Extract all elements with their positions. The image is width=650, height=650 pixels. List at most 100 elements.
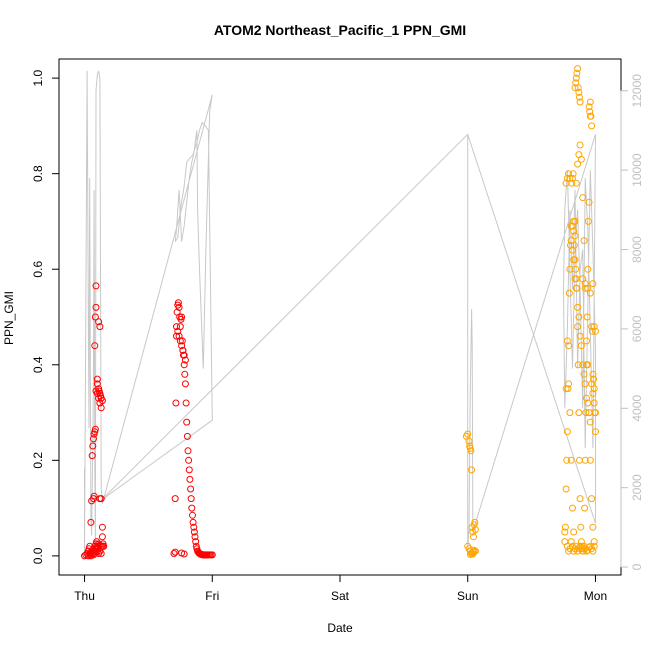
data-point-series-2 — [583, 337, 590, 345]
data-point-series-1 — [173, 332, 180, 340]
data-point-series-2 — [571, 275, 579, 283]
data-point-series-2 — [574, 65, 582, 73]
data-point-series-2 — [575, 409, 583, 417]
data-point-series-2 — [583, 313, 591, 321]
data-point-series-2 — [576, 93, 583, 101]
data-point-series-2 — [588, 380, 596, 388]
data-point-series-1 — [87, 518, 95, 526]
data-point-series-2 — [588, 495, 596, 503]
data-point-series-1 — [171, 548, 179, 556]
data-point-series-1 — [93, 380, 101, 388]
data-point-series-1 — [174, 327, 182, 335]
y-tick-label: 0.6 — [31, 261, 45, 278]
data-point-series-2 — [586, 289, 594, 297]
data-point-series-1 — [187, 485, 195, 493]
data-point-series-1 — [98, 397, 106, 405]
data-point-series-2 — [565, 342, 573, 350]
data-point-series-2 — [584, 361, 592, 369]
data-point-series-1 — [182, 399, 190, 407]
y-axis-label: PPN_GMI — [2, 291, 16, 345]
data-point-series-2 — [574, 303, 582, 311]
data-point-series-1 — [95, 394, 103, 402]
data-point-series-2 — [567, 538, 575, 546]
data-point-series-2 — [470, 548, 478, 556]
data-point-series-2 — [590, 323, 598, 331]
data-point-series-2 — [569, 246, 576, 254]
data-point-series-1 — [187, 495, 195, 503]
x-tick-label: Thu — [74, 589, 95, 603]
data-point-series-2 — [590, 542, 598, 550]
data-point-series-1 — [98, 523, 106, 531]
data-point-series-1 — [180, 550, 188, 558]
data-point-series-2 — [471, 526, 479, 534]
data-point-series-2 — [470, 533, 477, 541]
y-tick-label: 0.4 — [31, 356, 45, 373]
data-point-series-2 — [589, 389, 597, 397]
data-point-series-1 — [185, 456, 193, 464]
data-point-series-2 — [569, 174, 576, 182]
data-point-series-1 — [185, 466, 193, 474]
data-point-series-2 — [589, 523, 597, 531]
data-point-series-1 — [178, 313, 186, 321]
data-point-series-1 — [86, 551, 94, 558]
data-point-series-2 — [572, 265, 580, 273]
data-point-series-1 — [96, 323, 104, 331]
data-point-series-2 — [565, 380, 573, 388]
data-point-series-2 — [563, 428, 571, 436]
data-point-series-2 — [592, 327, 599, 335]
data-point-series-2 — [588, 323, 596, 331]
data-point-series-1 — [181, 370, 189, 378]
data-point-series-1 — [180, 361, 188, 369]
data-point-series-2 — [575, 88, 583, 96]
data-point-series-2 — [585, 198, 593, 206]
y2-tick-label: 4000 — [630, 395, 644, 422]
data-point-series-2 — [584, 217, 592, 225]
data-point-series-1 — [183, 418, 191, 426]
y2-tick-label: 2000 — [630, 474, 644, 501]
data-point-series-1 — [190, 523, 198, 531]
data-point-series-2 — [574, 323, 582, 331]
y2-tick-label: 6000 — [630, 315, 644, 342]
data-point-series-1 — [171, 495, 179, 503]
data-point-series-2 — [576, 495, 584, 503]
data-point-series-2 — [576, 98, 584, 106]
data-point-series-2 — [588, 327, 596, 335]
data-point-series-1 — [189, 518, 197, 526]
data-point-series-1 — [170, 550, 178, 557]
data-point-series-2 — [576, 456, 583, 464]
data-point-series-2 — [590, 538, 598, 546]
data-point-series-1 — [91, 342, 99, 350]
data-point-series-2 — [467, 447, 475, 455]
data-point-series-2 — [592, 428, 599, 436]
data-point-series-1 — [93, 375, 101, 383]
data-point-series-1 — [88, 452, 96, 460]
data-point-series-1 — [183, 432, 191, 440]
data-point-series-1 — [191, 533, 199, 541]
y2-tick-label: 0 — [630, 563, 644, 570]
data-point-series-1 — [174, 299, 182, 307]
data-point-series-2 — [565, 289, 573, 297]
chart-title: ATOM2 Northeast_Pacific_1 PPN_GMI — [214, 22, 466, 38]
plot-frame — [58, 58, 622, 576]
data-point-series-2 — [564, 385, 572, 393]
data-point-series-2 — [565, 170, 573, 178]
data-point-series-1 — [181, 356, 189, 364]
data-point-series-2 — [580, 370, 588, 378]
x-tick-label: Mon — [584, 589, 607, 603]
altitude-layer — [84, 70, 596, 556]
data-point-series-1 — [186, 475, 194, 483]
data-point-series-2 — [563, 174, 571, 182]
data-point-series-1 — [188, 504, 196, 512]
data-point-series-2 — [566, 409, 574, 417]
data-point-series-2 — [576, 141, 584, 149]
x-tick-label: Fri — [205, 589, 219, 603]
data-point-series-1 — [175, 303, 183, 311]
data-point-series-2 — [585, 103, 593, 111]
data-point-series-1 — [172, 399, 180, 407]
data-point-series-2 — [572, 179, 580, 187]
data-point-series-1 — [92, 303, 100, 311]
data-point-series-2 — [569, 222, 576, 230]
data-point-series-2 — [584, 265, 592, 273]
data-point-series-1 — [181, 380, 189, 388]
data-point-series-2 — [574, 84, 582, 92]
